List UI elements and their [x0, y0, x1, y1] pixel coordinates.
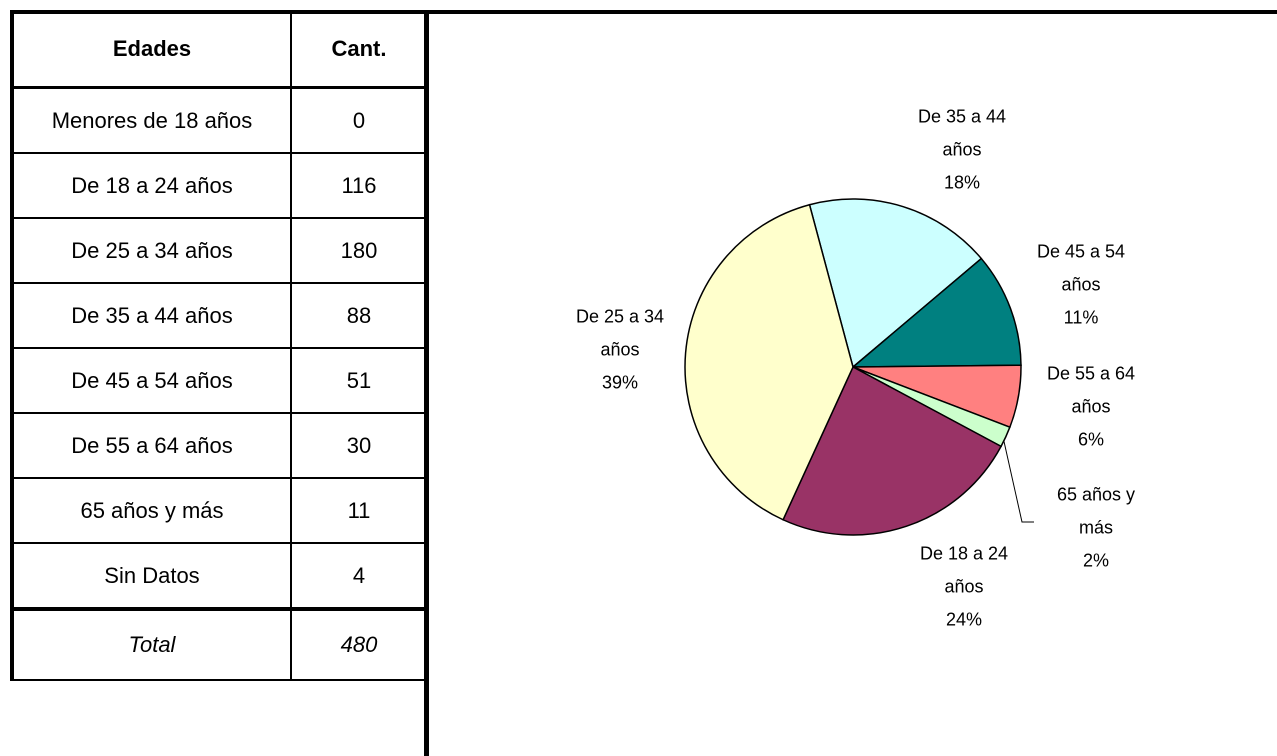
table-cell: 11: [290, 477, 428, 544]
border: [424, 10, 429, 756]
table-cell: Menores de 18 años: [10, 86, 292, 154]
slice-name: De 18 a 24 años: [919, 543, 1009, 597]
slice-label: De 45 a 54 años 11%: [1028, 236, 1134, 335]
table-row: De 55 a 64 años 30: [10, 412, 428, 479]
slice-value: 11%: [1063, 307, 1099, 328]
header-cell: Edades: [10, 10, 292, 89]
pie-slice: [808, 198, 983, 369]
slice-label: De 35 a 44 años 18%: [909, 101, 1015, 200]
table-row: De 18 a 24 años 116: [10, 152, 428, 219]
table-cell: 0: [290, 86, 428, 154]
pie-slice: [684, 203, 854, 521]
slice-value: 39%: [601, 372, 639, 393]
table-cell: 116: [290, 152, 428, 219]
slice-label: 65 años y más 2%: [1043, 479, 1149, 578]
table-cell: Sin Datos: [10, 542, 292, 610]
table-cell: 88: [290, 282, 428, 349]
slice-name: De 45 a 54 años: [1036, 241, 1126, 295]
table-cell: De 55 a 64 años: [10, 412, 292, 479]
header-cell: Cant.: [290, 10, 428, 89]
age-table: Edades Cant. Menores de 18 años 0 De 18 a …: [10, 10, 428, 681]
table-row: De 25 a 34 años 180: [10, 217, 428, 284]
slice-value: 2%: [1082, 550, 1109, 571]
border: [10, 10, 1277, 14]
slice-name: De 25 a 34 años: [575, 306, 665, 360]
table-row: Sin Datos 4: [10, 542, 428, 610]
table-row: Menores de 18 años 0: [10, 86, 428, 154]
table-row: 65 años y más 11: [10, 477, 428, 544]
slice-name: De 35 a 44 años: [917, 106, 1007, 160]
table-cell: Total: [10, 607, 292, 681]
slice-value: 6%: [1077, 429, 1104, 450]
table-cell: De 25 a 34 años: [10, 217, 292, 284]
table-cell: 51: [290, 347, 428, 414]
slice-value: 18%: [943, 172, 981, 193]
leader-line: [1002, 436, 1034, 523]
slice-name: 65 años y más: [1056, 484, 1136, 538]
table-cell: 180: [290, 217, 428, 284]
table-row: De 35 a 44 años 88: [10, 282, 428, 349]
pie-slice: [850, 257, 1022, 368]
slice-value: 24%: [945, 609, 983, 630]
table-cell: De 35 a 44 años: [10, 282, 292, 349]
slice-label: De 25 a 34 años 39%: [567, 301, 673, 400]
table-cell: 65 años y más: [10, 477, 292, 544]
table-row: De 45 a 54 años 51: [10, 347, 428, 414]
table-cell: De 45 a 54 años: [10, 347, 292, 414]
table-cell: 480: [290, 607, 428, 681]
slice-label: De 55 a 64 años 6%: [1038, 358, 1144, 457]
slice-label: De 18 a 24 años 24%: [911, 538, 1017, 637]
pie-slice: [782, 365, 1003, 536]
table-cell: De 18 a 24 años: [10, 152, 292, 219]
slice-name: De 55 a 64 años: [1046, 363, 1136, 417]
table-cell: 30: [290, 412, 428, 479]
table-cell: 4: [290, 542, 428, 610]
total-row: Total 480: [10, 607, 428, 681]
